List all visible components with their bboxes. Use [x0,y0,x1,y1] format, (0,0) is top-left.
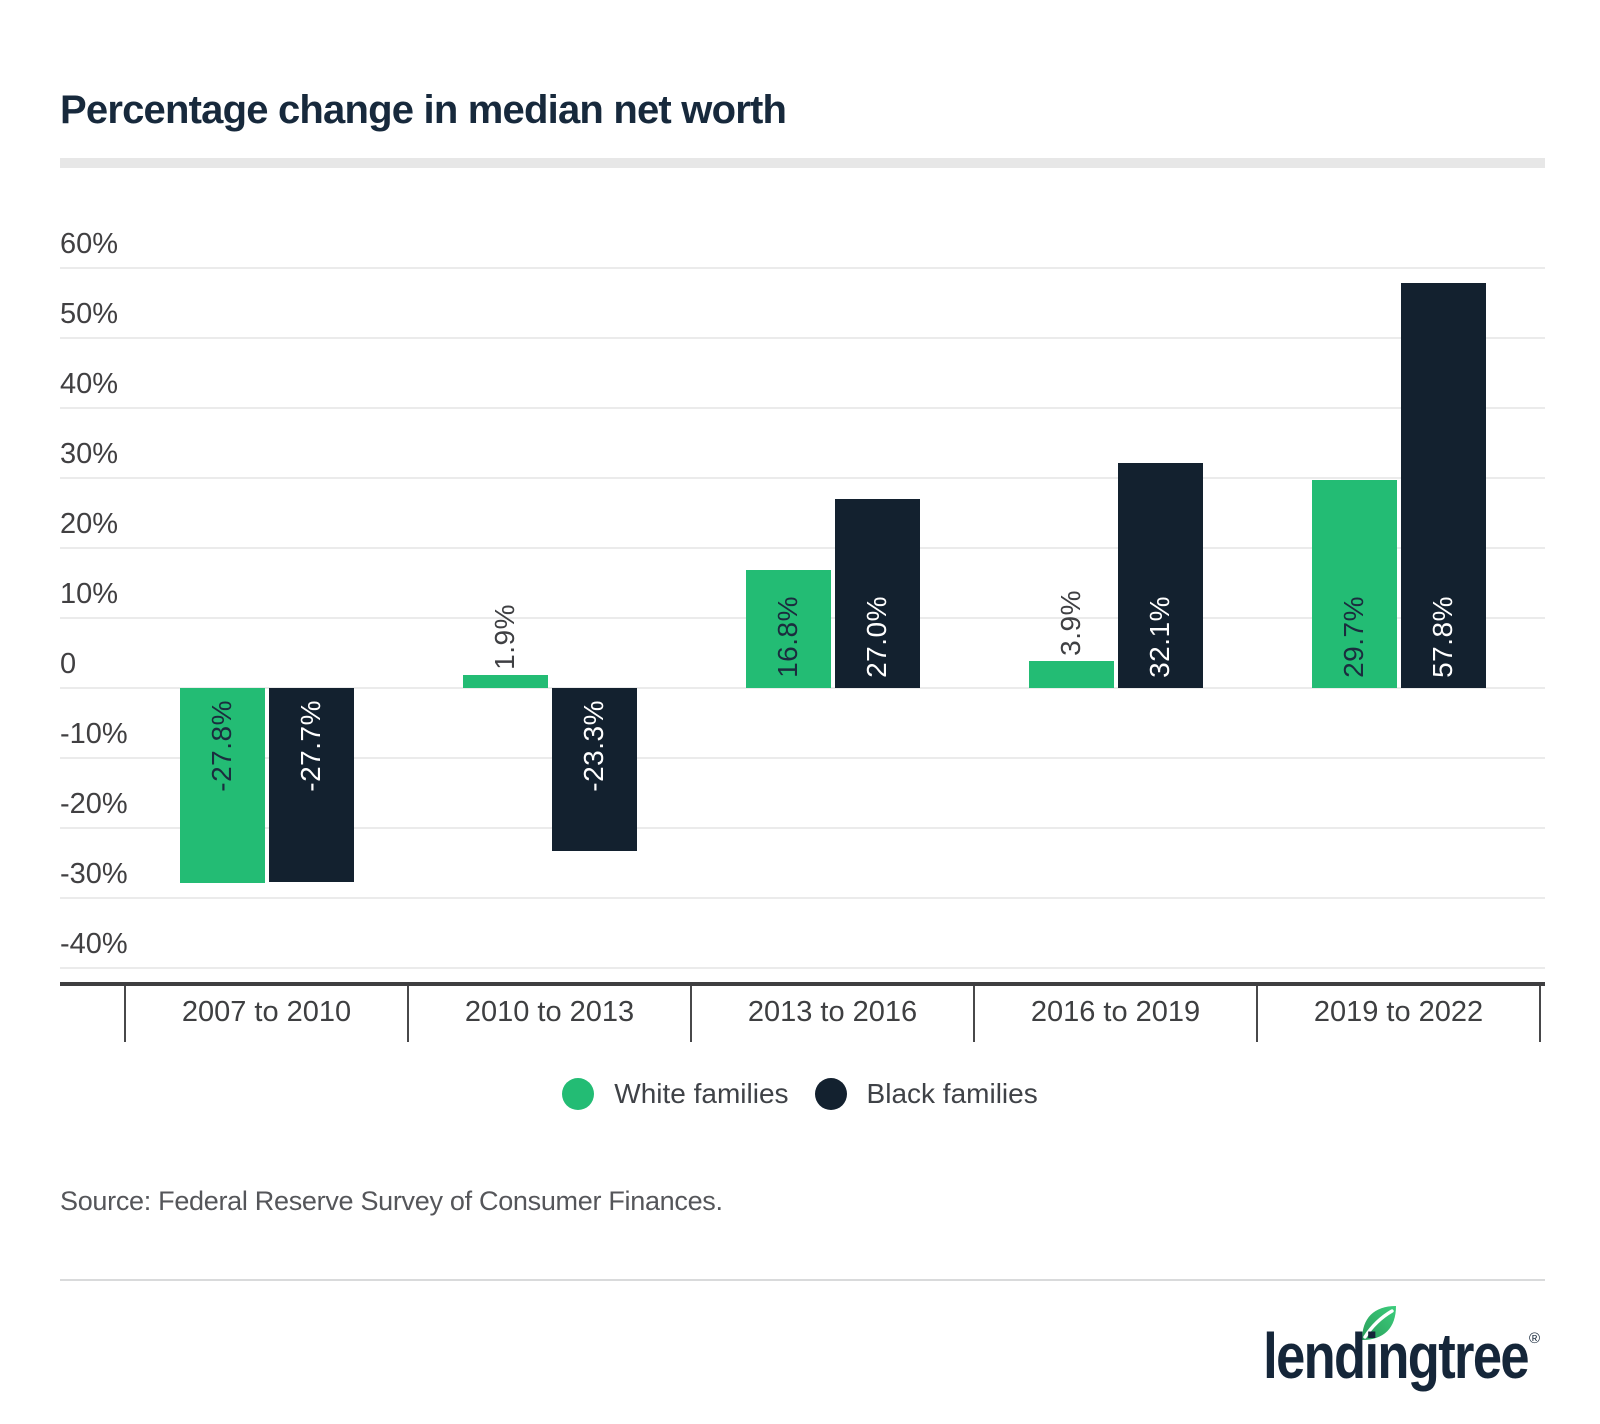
gridline [60,827,1545,829]
registered-mark: ® [1528,1330,1540,1347]
category-label: 2019 to 2022 [1313,996,1484,1028]
category-label: 2016 to 2019 [1030,996,1201,1028]
gridline [60,407,1545,409]
gridline [60,547,1545,549]
bar-value-label: -23.3% [578,700,609,792]
bar-value-label: 32.1% [1144,596,1175,678]
x-axis-separator [973,986,975,1042]
bar [834,499,920,688]
gridline [60,967,1545,969]
y-tick-label: 30% [60,438,119,470]
gridline [60,267,1545,269]
x-axis-separator [124,986,126,1042]
leaf-icon [1362,1306,1396,1340]
black-families-swatch [814,1078,847,1110]
bar-value-label: 16.8% [772,596,803,678]
gridline [60,687,1545,689]
x-axis-separator [1539,986,1541,1042]
bar-value-label: -27.7% [295,700,326,792]
x-axis-line [60,982,1545,986]
x-axis-separator [690,986,692,1042]
bar-value-label: 1.9% [489,603,520,670]
legend-label: White families [614,1078,789,1109]
bar-value-label: 57.8% [1427,596,1458,678]
bar [745,570,831,688]
bar [268,688,354,882]
y-tick-label: 50% [60,298,119,330]
page-title: Percentage change in median net worth [60,88,787,132]
y-tick-label: -20% [60,788,128,820]
bar [1028,660,1114,688]
bar [179,688,265,883]
bar-value-label: -27.8% [206,700,237,792]
y-tick-label: -10% [60,718,128,750]
category-label: 2013 to 2016 [747,996,918,1028]
bar [1311,480,1397,688]
y-tick-label: 40% [60,368,119,400]
white-families-swatch [562,1078,595,1110]
y-tick-label: -40% [60,928,128,960]
bar [462,674,548,688]
category-label: 2007 to 2010 [181,996,352,1028]
x-axis-separator [407,986,409,1042]
gridline [60,337,1545,339]
legend-item: White families [562,1078,789,1110]
bar [1117,463,1203,688]
bar-value-label: 3.9% [1055,589,1086,656]
legend-label: Black families [866,1078,1038,1109]
y-tick-label: 0 [60,648,77,680]
gridline [60,897,1545,899]
bar [551,688,637,852]
legend: White families Black families [0,1078,1600,1110]
category-label: 2010 to 2013 [464,996,635,1028]
y-tick-label: -30% [60,858,128,890]
y-tick-label: 20% [60,508,119,540]
title-divider [60,158,1545,168]
y-tick-label: 60% [60,228,119,260]
bar-chart: 60% 50% 40% 30% 20% 10% 0 -10% -20% -30% -40% -27.… [60,230,1545,1042]
logo-wordmark: lendingtree [1263,1320,1529,1392]
x-axis-separator [1256,986,1258,1042]
bar [1400,283,1486,688]
lendingtree-logo: lendingtree ® [1240,1300,1540,1412]
gridline [60,757,1545,759]
source-note: Source: Federal Reserve Survey of Consum… [60,1186,723,1216]
footer-divider [60,1279,1545,1281]
bar-value-label: 27.0% [861,596,892,678]
legend-item: Black families [814,1078,1038,1110]
y-tick-label: 10% [60,578,119,610]
gridline [60,477,1545,479]
bar-value-label: 29.7% [1338,596,1369,678]
